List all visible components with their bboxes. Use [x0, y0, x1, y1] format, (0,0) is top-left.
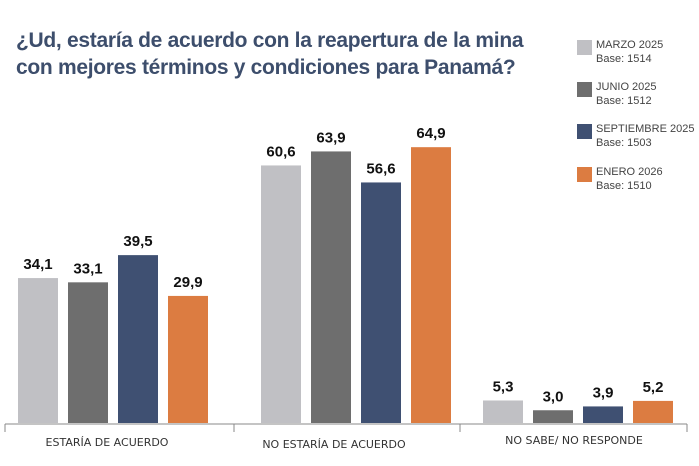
- bar: [261, 165, 301, 423]
- data-label: 5,3: [493, 378, 514, 395]
- legend-base: Base: 1514: [596, 53, 652, 65]
- data-label: 39,5: [123, 233, 152, 250]
- legend-label: ENERO 2026: [596, 166, 663, 178]
- legend-swatch: [577, 40, 592, 55]
- legend-swatch: [577, 82, 592, 97]
- data-label: 60,6: [266, 143, 295, 160]
- bar: [311, 151, 351, 424]
- data-label: 64,9: [416, 125, 445, 142]
- legend-label: MARZO 2025: [596, 39, 664, 51]
- data-label: 33,1: [73, 260, 102, 277]
- legend-label: JUNIO 2025: [596, 81, 657, 93]
- legend-swatch: [577, 167, 592, 182]
- legend-swatch: [577, 124, 592, 139]
- category-label: NO ESTARÍA DE ACUERDO: [262, 438, 406, 451]
- bar: [168, 295, 208, 423]
- bar: [361, 182, 401, 423]
- bar: [118, 255, 158, 423]
- bar: [411, 147, 451, 424]
- chart-title: ¿Ud, estaría de acuerdo con la reapertur…: [16, 29, 524, 79]
- bar: [583, 406, 623, 423]
- legend-base: Base: 1503: [596, 137, 652, 149]
- bar: [633, 400, 673, 423]
- legend-label: SEPTIEMBRE 2025: [596, 123, 695, 135]
- data-label: 3,9: [593, 384, 614, 401]
- category-label: ESTARÍA DE ACUERDO: [46, 436, 169, 449]
- data-label: 56,6: [366, 160, 395, 177]
- category-label: NO SABE/ NO RESPONDE: [505, 434, 643, 447]
- bar: [68, 282, 108, 423]
- data-label: 63,9: [316, 129, 345, 146]
- data-label: 3,0: [543, 388, 564, 405]
- bar: [18, 278, 58, 423]
- legend-base: Base: 1512: [596, 95, 652, 107]
- legend-base: Base: 1510: [596, 180, 652, 192]
- bar: [533, 410, 573, 423]
- data-label: 5,2: [643, 379, 664, 396]
- bar: [483, 400, 523, 423]
- data-label: 34,1: [23, 256, 52, 273]
- data-label: 29,9: [173, 274, 202, 291]
